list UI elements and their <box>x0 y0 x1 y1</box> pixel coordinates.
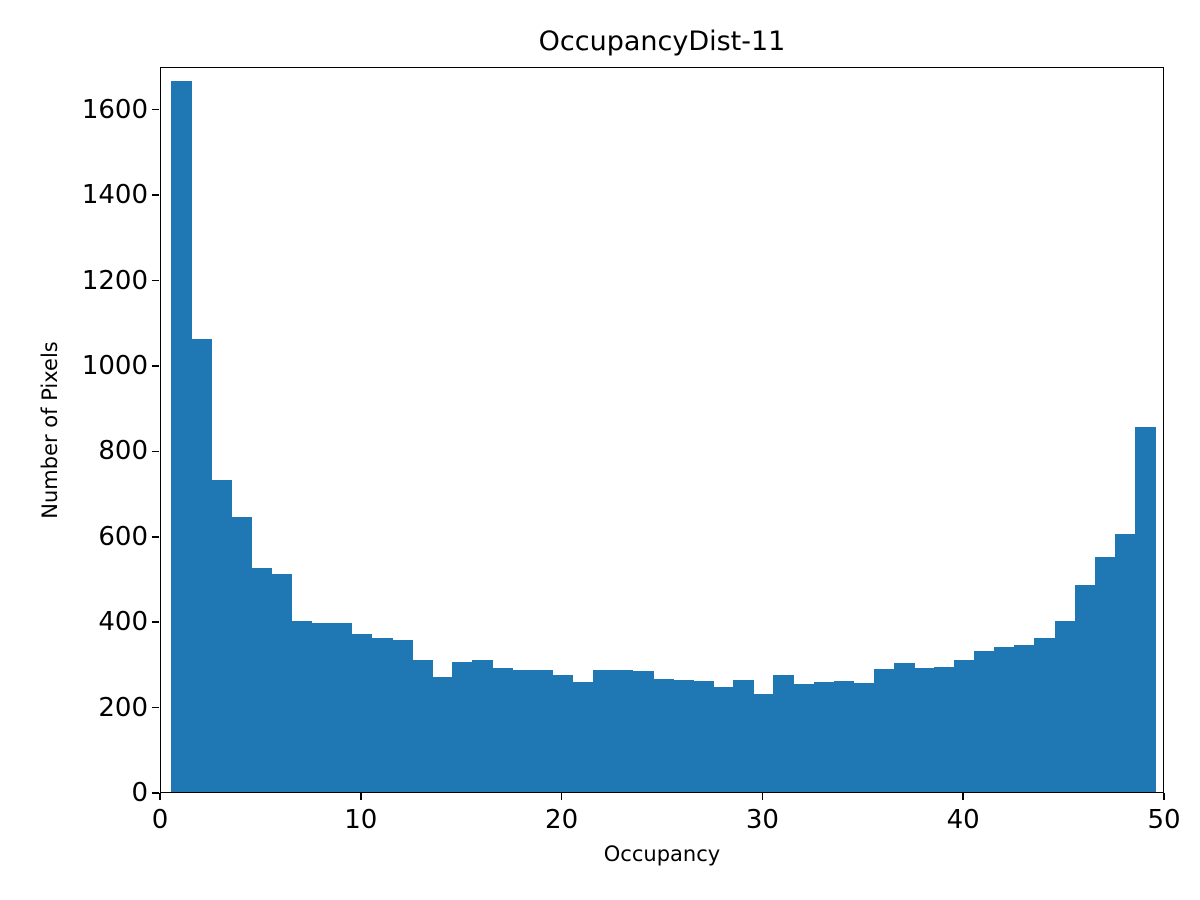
histogram-bar <box>291 621 313 792</box>
histogram-bar <box>833 680 855 792</box>
histogram-bar <box>532 670 554 792</box>
x-tick-mark <box>159 793 161 800</box>
histogram-bar <box>1114 533 1136 792</box>
y-tick-mark <box>152 706 159 709</box>
histogram-bar <box>914 668 935 792</box>
x-tick-mark <box>761 793 764 800</box>
y-tick-label: 800 <box>98 436 148 467</box>
histogram-bar <box>994 646 1015 792</box>
histogram-bar <box>251 567 273 792</box>
histogram-bar <box>813 681 835 792</box>
y-tick-mark <box>152 535 159 538</box>
y-tick-label: 0 <box>131 778 148 808</box>
y-axis-label: Number of Pixels <box>38 341 62 519</box>
x-tick-mark <box>560 793 563 800</box>
histogram-bar <box>1134 426 1156 792</box>
histogram-bar <box>492 668 513 792</box>
histogram-bar <box>391 640 413 792</box>
y-tick-mark <box>152 621 159 623</box>
x-tick-label: 10 <box>344 805 378 835</box>
y-tick-label: 600 <box>98 521 148 552</box>
histogram-bar <box>351 634 373 792</box>
histogram-bar <box>773 674 795 792</box>
histogram-bar <box>171 80 192 792</box>
histogram-bar <box>371 638 393 792</box>
histogram-bar <box>974 651 995 792</box>
histogram-bar <box>652 678 674 792</box>
histogram-bar <box>713 687 734 792</box>
histogram-bar <box>934 667 955 792</box>
bars-layer <box>161 68 1163 792</box>
histogram-bar <box>231 516 252 792</box>
histogram-bar <box>1054 621 1076 792</box>
x-tick-label: 20 <box>545 805 579 835</box>
x-tick-mark <box>962 793 964 800</box>
x-tick-label: 30 <box>745 805 779 835</box>
histogram-bar <box>412 659 433 792</box>
histogram-bar <box>472 659 493 792</box>
y-tick-label: 1000 <box>81 350 148 381</box>
histogram-bar <box>1094 557 1116 792</box>
y-tick-mark <box>152 279 159 282</box>
x-tick-label: 40 <box>946 805 980 835</box>
histogram-bar <box>954 659 975 792</box>
chart-title: OccupancyDist-11 <box>538 26 786 57</box>
histogram-bar <box>331 623 353 792</box>
histogram-bar <box>432 676 453 792</box>
y-tick-mark <box>152 365 159 367</box>
histogram-bar <box>1014 644 1036 792</box>
histogram-bar <box>632 671 654 792</box>
histogram-bar <box>311 623 333 792</box>
histogram-bar <box>612 670 634 792</box>
y-tick-mark <box>152 450 159 453</box>
y-tick-label: 1400 <box>81 180 148 211</box>
y-tick-label: 400 <box>98 607 148 638</box>
y-tick-label: 1200 <box>81 265 148 296</box>
histogram-bar <box>873 669 895 792</box>
histogram-bar <box>592 670 614 792</box>
histogram-bar <box>512 670 534 792</box>
x-tick-mark <box>1163 793 1165 800</box>
x-tick-label: 50 <box>1147 805 1181 835</box>
histogram-bar <box>572 681 594 792</box>
histogram-bar <box>693 680 714 792</box>
x-axis-label: Occupancy <box>603 842 721 866</box>
histogram-bar <box>893 663 915 792</box>
x-tick-mark <box>360 793 362 800</box>
histogram-bar <box>191 339 212 792</box>
y-tick-mark <box>152 108 159 111</box>
y-tick-label: 1600 <box>81 94 148 125</box>
histogram-bar <box>853 683 875 792</box>
y-tick-mark <box>152 194 159 196</box>
histogram-bar <box>673 680 694 792</box>
histogram-bar <box>271 574 293 792</box>
histogram-bar <box>1074 584 1096 792</box>
histogram-bar <box>793 684 815 792</box>
histogram-bar <box>211 480 232 792</box>
plot-area <box>160 67 1164 793</box>
x-tick-label: 0 <box>151 805 169 835</box>
histogram-bar <box>733 680 754 792</box>
histogram-bar <box>552 674 574 792</box>
y-tick-mark <box>152 792 159 794</box>
histogram-bar <box>1034 638 1056 792</box>
histogram-bar <box>753 693 775 792</box>
histogram-bar <box>452 661 473 792</box>
y-tick-label: 200 <box>98 692 148 723</box>
